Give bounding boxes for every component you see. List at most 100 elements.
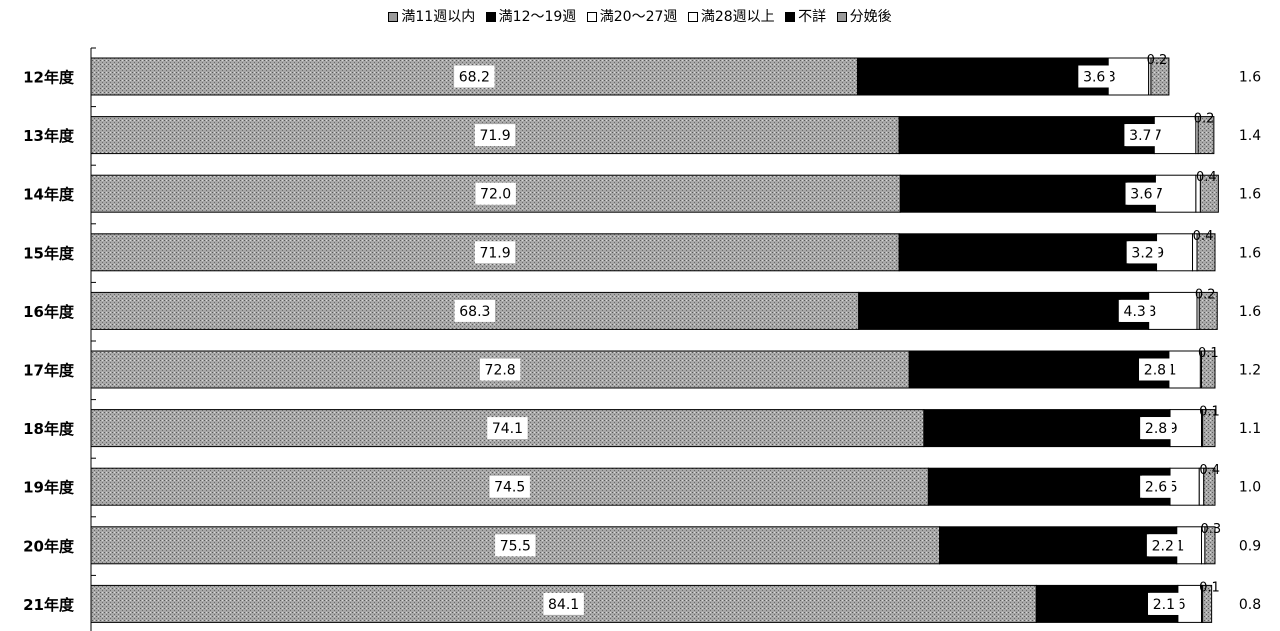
data-label-s3: 0.1 (1199, 405, 1220, 420)
category-label: 19年度 (23, 479, 75, 497)
data-label-s3: 0.2 (1194, 112, 1215, 127)
data-label-s3: 0.1 (1198, 346, 1219, 361)
bar-segment-s5 (1198, 291, 1218, 330)
data-label-s2-box (1140, 417, 1172, 440)
category-label: 15年度 (23, 244, 75, 262)
data-label-s3: 0.2 (1147, 53, 1168, 68)
legend-swatch-s1 (485, 12, 496, 22)
legend-swatch-s4 (785, 12, 796, 22)
data-label-s0-box (454, 65, 495, 88)
data-label-s2: 3.6 (1130, 187, 1152, 203)
data-label-s3: 0.4 (1193, 229, 1214, 244)
data-label-s5: 1.6 (1239, 70, 1261, 86)
data-label-s0-box (543, 592, 584, 615)
category-label: 21年度 (23, 596, 75, 614)
legend-swatch-s5 (836, 12, 847, 22)
data-label-s0-box (474, 124, 516, 147)
data-label-s2: 2.6 (1145, 480, 1167, 496)
category-label: 14年度 (23, 186, 75, 204)
data-label-s2: 2.2 (1152, 538, 1174, 554)
legend-label-s4: 不詳 (798, 9, 827, 25)
bar-segment-s1 (923, 409, 1171, 448)
category-label: 12年度 (23, 69, 75, 87)
legend-item-s1: 満12～19週 (485, 6, 576, 26)
data-label-s2: 2.1 (1153, 597, 1175, 613)
bar-segment-s1 (857, 57, 1109, 96)
bar-segment-s5 (1196, 233, 1216, 272)
data-label-s0-box (479, 358, 521, 381)
data-label-s5: 0.9 (1239, 538, 1261, 554)
data-label-s3: 0.1 (1199, 580, 1220, 595)
bar-segment-s1 (898, 116, 1155, 155)
bar-segment-s1 (927, 467, 1171, 506)
data-label-s5: 0.8 (1239, 597, 1261, 613)
data-label-s0: 72.0 (480, 187, 511, 203)
data-label-s2-box (1078, 65, 1111, 88)
bar-segment-s5 (1150, 57, 1170, 96)
category-label: 16年度 (23, 303, 75, 321)
data-label-s2: 4.3 (1124, 304, 1146, 320)
data-label-s2-box (1125, 182, 1158, 205)
legend-label-s2: 満20～27週 (599, 9, 678, 25)
legend-swatch-s3 (687, 12, 698, 22)
data-label-s2: 3.7 (1129, 128, 1151, 144)
legend-item-s0: 満11週以内 (388, 6, 475, 26)
data-label-s0-box (475, 182, 516, 205)
data-label-s0-box (454, 299, 496, 322)
data-label-s2-box (1126, 241, 1159, 264)
bar-segment-s5 (1199, 174, 1219, 213)
data-label-s2-box (1118, 299, 1151, 322)
data-label-s5: 1.6 (1239, 187, 1261, 203)
data-label-s0: 75.5 (500, 538, 531, 554)
data-label-s2: 3.6 (1083, 70, 1105, 86)
legend-item-s3: 満28週以上 (687, 6, 775, 26)
legend-swatch-s0 (388, 12, 399, 22)
data-label-s3: 0.2 (1195, 287, 1216, 302)
legend-item-s5: 分娩後 (836, 6, 892, 26)
bar-segment-s1 (899, 174, 1156, 213)
bar-segment-s5 (1203, 467, 1216, 506)
data-label-s5: 1.1 (1239, 421, 1261, 437)
data-label-s2-box (1146, 534, 1179, 557)
data-label-s0-box (489, 475, 530, 498)
data-label-s5: 1.6 (1239, 245, 1261, 261)
legend-swatch-s2 (586, 12, 597, 22)
data-label-s0: 84.1 (548, 597, 579, 613)
data-label-s2-box (1148, 592, 1180, 615)
data-label-s0: 74.5 (494, 480, 525, 496)
data-label-s3: 0.3 (1201, 522, 1222, 537)
bar-segment-s5 (1202, 409, 1216, 448)
data-label-s2: 2.8 (1145, 421, 1167, 437)
data-label-s0: 71.9 (479, 128, 510, 144)
data-label-s0: 68.2 (459, 70, 490, 86)
data-label-s0: 74.1 (492, 421, 523, 437)
bar-segment-s5 (1201, 350, 1216, 389)
data-label-s5: 1.4 (1239, 128, 1261, 144)
chart-legend: 満11週以内 満12～19週 満20～27週 満28週以上 不詳 分娩後 (0, 6, 1280, 26)
data-label-s3: 0.4 (1199, 463, 1220, 478)
bar-segment-s5 (1202, 584, 1213, 623)
data-label-s0: 71.9 (479, 245, 510, 261)
bar-segment-s1 (898, 233, 1158, 272)
data-label-s0-box (495, 534, 536, 557)
data-label-s3: 0.4 (1196, 170, 1217, 185)
bar-segment-s1 (939, 526, 1178, 565)
legend-label-s3: 満28週以上 (700, 9, 775, 25)
category-label: 20年度 (23, 537, 75, 555)
data-label-s0-box (474, 241, 516, 264)
data-label-s2-box (1140, 475, 1172, 498)
category-label: 17年度 (23, 362, 75, 380)
legend-label-s5: 分娩後 (849, 9, 892, 25)
bar-segment-s5 (1197, 116, 1215, 155)
data-label-s2-box (1124, 124, 1157, 147)
data-label-s5: 1.0 (1239, 480, 1261, 496)
legend-item-s4: 不詳 (785, 6, 826, 26)
data-label-s0: 72.8 (485, 363, 516, 379)
data-label-s5: 1.6 (1239, 304, 1261, 320)
category-label: 13年度 (23, 127, 75, 145)
data-label-s0-box (487, 417, 528, 440)
bar-segment-s1 (908, 350, 1170, 389)
data-label-s5: 1.2 (1239, 363, 1261, 379)
legend-item-s2: 満20～27週 (586, 6, 678, 26)
category-label: 18年度 (23, 420, 75, 438)
